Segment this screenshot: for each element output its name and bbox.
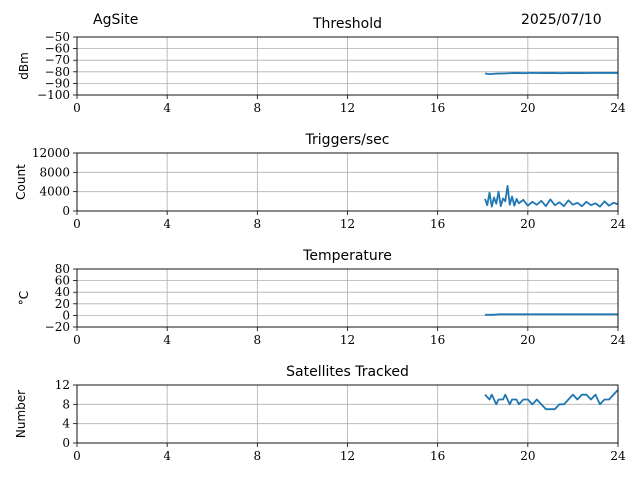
y-tick-label: 4 — [62, 417, 70, 431]
x-tick-label: 24 — [610, 217, 626, 231]
y-tick-label: 12000 — [32, 146, 70, 160]
series-line — [484, 184, 619, 208]
x-tick-label: 0 — [73, 217, 81, 231]
y-tick-label: 20 — [55, 297, 70, 311]
y-tick-label: −60 — [45, 42, 70, 56]
y-tick-label: −70 — [45, 53, 70, 67]
y-tick-label: 40 — [55, 285, 70, 299]
x-tick-label: 12 — [340, 333, 355, 347]
y-tick-label: −90 — [45, 76, 70, 90]
x-tick-label: 4 — [163, 101, 171, 115]
x-tick-label: 8 — [254, 101, 262, 115]
x-tick-label: 20 — [520, 217, 535, 231]
x-tick-label: 16 — [430, 217, 445, 231]
x-tick-label: 8 — [254, 333, 262, 347]
y-tick-label: 8 — [62, 397, 70, 411]
x-tick-label: 20 — [520, 333, 535, 347]
y-tick-label: 8000 — [39, 165, 70, 179]
x-tick-label: 20 — [520, 449, 535, 463]
y-axis-label: Count — [14, 164, 28, 200]
chart-panel-2: 0 4 8 12 16 20 24 0 4000 8000 12000 Triggers/sec Cou… — [14, 132, 626, 231]
y-tick-label: −50 — [45, 30, 70, 44]
x-tick-label: 16 — [430, 101, 445, 115]
x-tick-label: 12 — [340, 101, 355, 115]
y-axis-label: dBm — [17, 52, 31, 80]
x-tick-label: 24 — [610, 101, 626, 115]
y-tick-label: 0 — [62, 308, 70, 322]
chart-title: Satellites Tracked — [286, 364, 409, 380]
x-tick-label: 24 — [610, 333, 626, 347]
date-label: 2025/07/10 — [521, 12, 602, 28]
x-tick-label: 24 — [610, 449, 626, 463]
x-tick-label: 12 — [340, 449, 355, 463]
y-tick-label: 60 — [55, 274, 70, 288]
x-tick-label: 16 — [430, 333, 445, 347]
x-tick-label: 0 — [73, 333, 81, 347]
x-tick-label: 8 — [254, 449, 262, 463]
series-line — [485, 313, 618, 316]
x-tick-label: 12 — [340, 217, 355, 231]
y-tick-label: 12 — [55, 378, 70, 392]
y-tick-label: 0 — [62, 204, 70, 218]
y-tick-label: 0 — [62, 436, 70, 450]
chart-title: Triggers/sec — [305, 132, 390, 148]
series-line — [484, 389, 619, 411]
y-tick-label: 80 — [55, 262, 70, 276]
y-axis-label: °C — [17, 291, 31, 305]
y-tick-label: −20 — [45, 320, 70, 334]
site-name-label: AgSite — [93, 12, 139, 28]
chart-panel-1: 0 4 8 12 16 20 24 −100−90−80−70−60−50 Threshold d… — [17, 16, 626, 115]
chart-title: Temperature — [302, 248, 392, 264]
series-line — [484, 71, 618, 76]
chart-panel-4: 0 4 8 12 16 20 24 0 4 8 12 Satellites Tracked Number — [14, 364, 626, 463]
x-tick-label: 4 — [163, 333, 171, 347]
y-tick-label: −100 — [37, 88, 70, 102]
y-tick-label: −80 — [45, 65, 70, 79]
x-tick-label: 20 — [520, 101, 535, 115]
x-tick-label: 4 — [163, 449, 171, 463]
chart-title: Threshold — [312, 16, 382, 32]
x-tick-label: 0 — [73, 101, 81, 115]
x-tick-label: 0 — [73, 449, 81, 463]
x-tick-label: 4 — [163, 217, 171, 231]
y-axis-label: Number — [14, 390, 28, 438]
y-tick-label: 4000 — [39, 185, 70, 199]
x-tick-label: 8 — [254, 217, 262, 231]
x-tick-label: 16 — [430, 449, 445, 463]
